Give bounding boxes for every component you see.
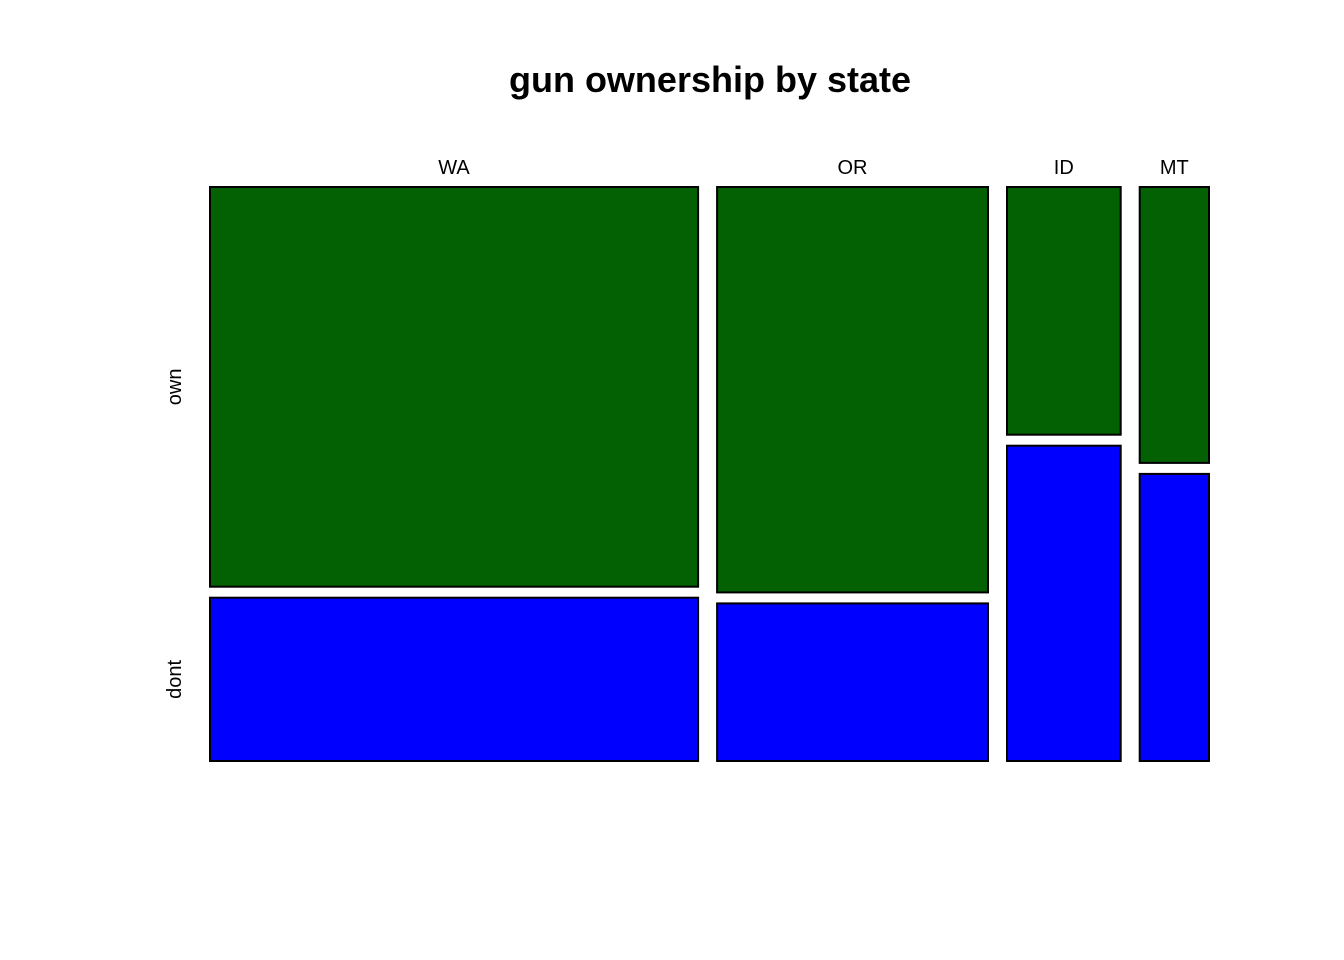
mosaic-tiles <box>209 186 1210 763</box>
row-label-dont: dont <box>164 659 186 698</box>
tile-mt-own <box>1138 186 1210 464</box>
column-label-wa: WA <box>438 157 470 179</box>
row-labels: own dont <box>164 369 186 699</box>
tile-id-dont <box>1006 444 1122 762</box>
column-label-mt: MT <box>1160 157 1189 179</box>
column-labels: WA OR ID MT <box>438 157 1188 179</box>
column-label-or: OR <box>838 157 868 179</box>
tile-or-dont <box>716 602 989 763</box>
row-label-own: own <box>164 369 186 406</box>
column-label-id: ID <box>1054 157 1074 179</box>
tile-wa-dont <box>209 596 700 763</box>
tile-mt-dont <box>1138 472 1210 762</box>
tile-wa-own <box>209 186 700 588</box>
chart-title: gun ownership by state <box>509 59 911 100</box>
tile-id-own <box>1006 186 1122 436</box>
tile-or-own <box>716 186 989 594</box>
